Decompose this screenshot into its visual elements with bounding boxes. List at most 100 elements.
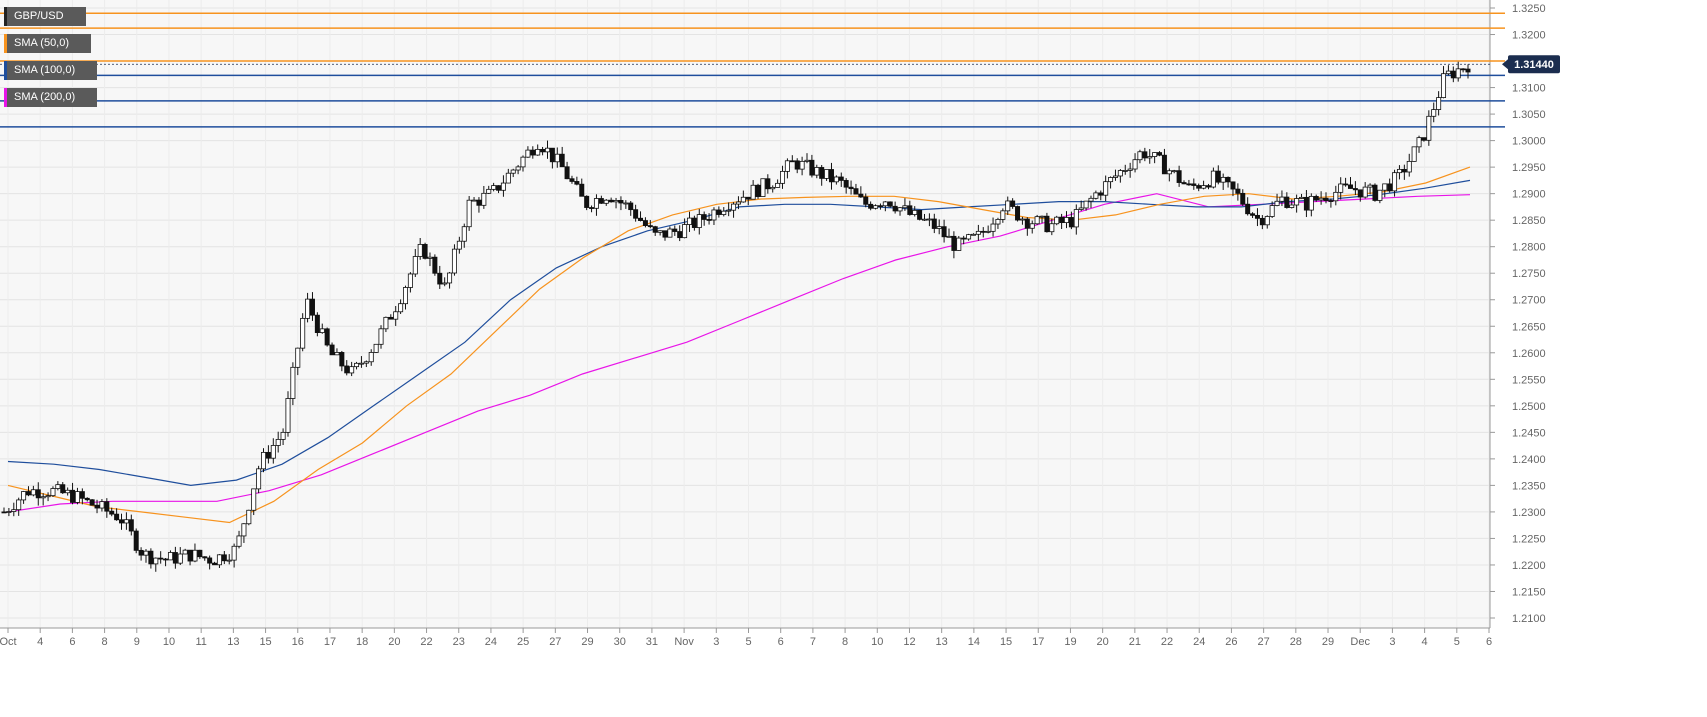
candle-body [745, 196, 751, 200]
y-tick-label: 1.3200 [1512, 30, 1546, 42]
x-tick-label: 3 [713, 636, 719, 648]
candle-body [1054, 216, 1060, 225]
candle-body [917, 209, 923, 220]
candle-body [84, 497, 90, 501]
x-tick-label: 25 [517, 636, 529, 648]
candle-body [1201, 185, 1207, 189]
x-tick-label: 4 [37, 636, 43, 648]
candle-body [706, 219, 712, 221]
candle-body [1103, 181, 1109, 196]
candle-body [40, 496, 46, 499]
candle-body [1132, 159, 1138, 170]
legend-sma200[interactable]: SMA (200,0) [4, 88, 97, 107]
candle-body [407, 273, 413, 288]
candle-body [378, 328, 384, 345]
candle-body [1039, 215, 1045, 218]
candle-body [515, 166, 521, 171]
candle-body [750, 184, 756, 200]
candle-body [1396, 168, 1402, 174]
candle-body [1157, 152, 1163, 156]
candle-body [824, 169, 830, 179]
candle-body [623, 202, 629, 205]
x-tick-label: 17 [324, 636, 336, 648]
candle-body [1171, 170, 1177, 173]
legend-sma100[interactable]: SMA (100,0) [4, 61, 97, 80]
candle-body [1112, 175, 1118, 178]
candle-body [1093, 192, 1099, 199]
candle-body [549, 147, 555, 163]
legend-sma50[interactable]: SMA (50,0) [4, 34, 91, 53]
candle-body [544, 147, 550, 153]
candle-body [907, 205, 913, 215]
candle-body [691, 217, 697, 228]
candle-body [721, 210, 727, 215]
candle-body [990, 223, 996, 232]
candle-body [1005, 200, 1011, 212]
candle-body [1323, 197, 1329, 201]
candle-body [398, 303, 404, 313]
candle-body [1010, 200, 1016, 207]
candle-body [1235, 188, 1241, 194]
y-tick-label: 1.2350 [1512, 480, 1546, 492]
candle-body [447, 272, 453, 284]
candle-body [1191, 183, 1197, 186]
y-tick-label: 1.3250 [1512, 3, 1546, 15]
candle-body [814, 167, 820, 176]
candle-body [833, 176, 839, 183]
candle-body [843, 180, 849, 188]
candle-body [1254, 214, 1260, 219]
candle-body [1269, 205, 1275, 217]
candle-body [1392, 172, 1398, 192]
candle-body [946, 235, 952, 238]
candle-body [437, 272, 443, 285]
candle-body [735, 201, 741, 205]
candle-body [1362, 186, 1368, 198]
candle-body [1117, 170, 1123, 177]
candle-body [182, 549, 188, 555]
candle-body [104, 501, 110, 512]
candle-body [94, 504, 100, 509]
candle-body [11, 509, 17, 512]
legend-symbol[interactable]: GBP/USD [4, 7, 86, 26]
candle-body [848, 186, 854, 190]
candle-body [819, 167, 825, 179]
x-tick-label: 30 [614, 636, 626, 648]
x-tick-label: 8 [842, 636, 848, 648]
candle-body [172, 552, 178, 564]
candle-body [1426, 115, 1432, 141]
candle-body [1387, 183, 1393, 192]
x-tick-label: 28 [1290, 636, 1302, 648]
candle-body [1352, 188, 1358, 191]
candle-body [941, 226, 947, 238]
candle-body [1401, 168, 1407, 173]
x-tick-label: 16 [292, 636, 304, 648]
x-tick-label: 14 [968, 636, 980, 648]
candle-body [589, 207, 595, 209]
candle-body [344, 365, 350, 374]
candle-body [755, 184, 761, 197]
candle-body [261, 451, 267, 470]
candle-body [1098, 192, 1104, 196]
candle-body [89, 499, 95, 506]
candle-body [461, 226, 467, 242]
candle-body [427, 256, 433, 259]
candle-body [1176, 170, 1182, 183]
candle-body [309, 298, 315, 316]
y-axis-background [1490, 0, 1707, 712]
candle-body [775, 182, 781, 188]
legend-sma200-label: SMA (200,0) [14, 91, 76, 103]
x-tick-label: 6 [69, 636, 75, 648]
candle-body [79, 491, 85, 499]
candle-body [970, 233, 976, 236]
x-tick-label: 13 [227, 636, 239, 648]
candle-body [657, 230, 663, 233]
candle-body [1465, 68, 1471, 73]
x-tick-label: 29 [1322, 636, 1334, 648]
candle-body [1259, 217, 1265, 226]
candle-body [1220, 176, 1226, 183]
candle-body [1240, 192, 1246, 205]
y-tick-label: 1.3050 [1512, 109, 1546, 121]
candle-body [422, 243, 428, 259]
candle-body [417, 243, 423, 257]
y-tick-label: 1.3000 [1512, 136, 1546, 148]
